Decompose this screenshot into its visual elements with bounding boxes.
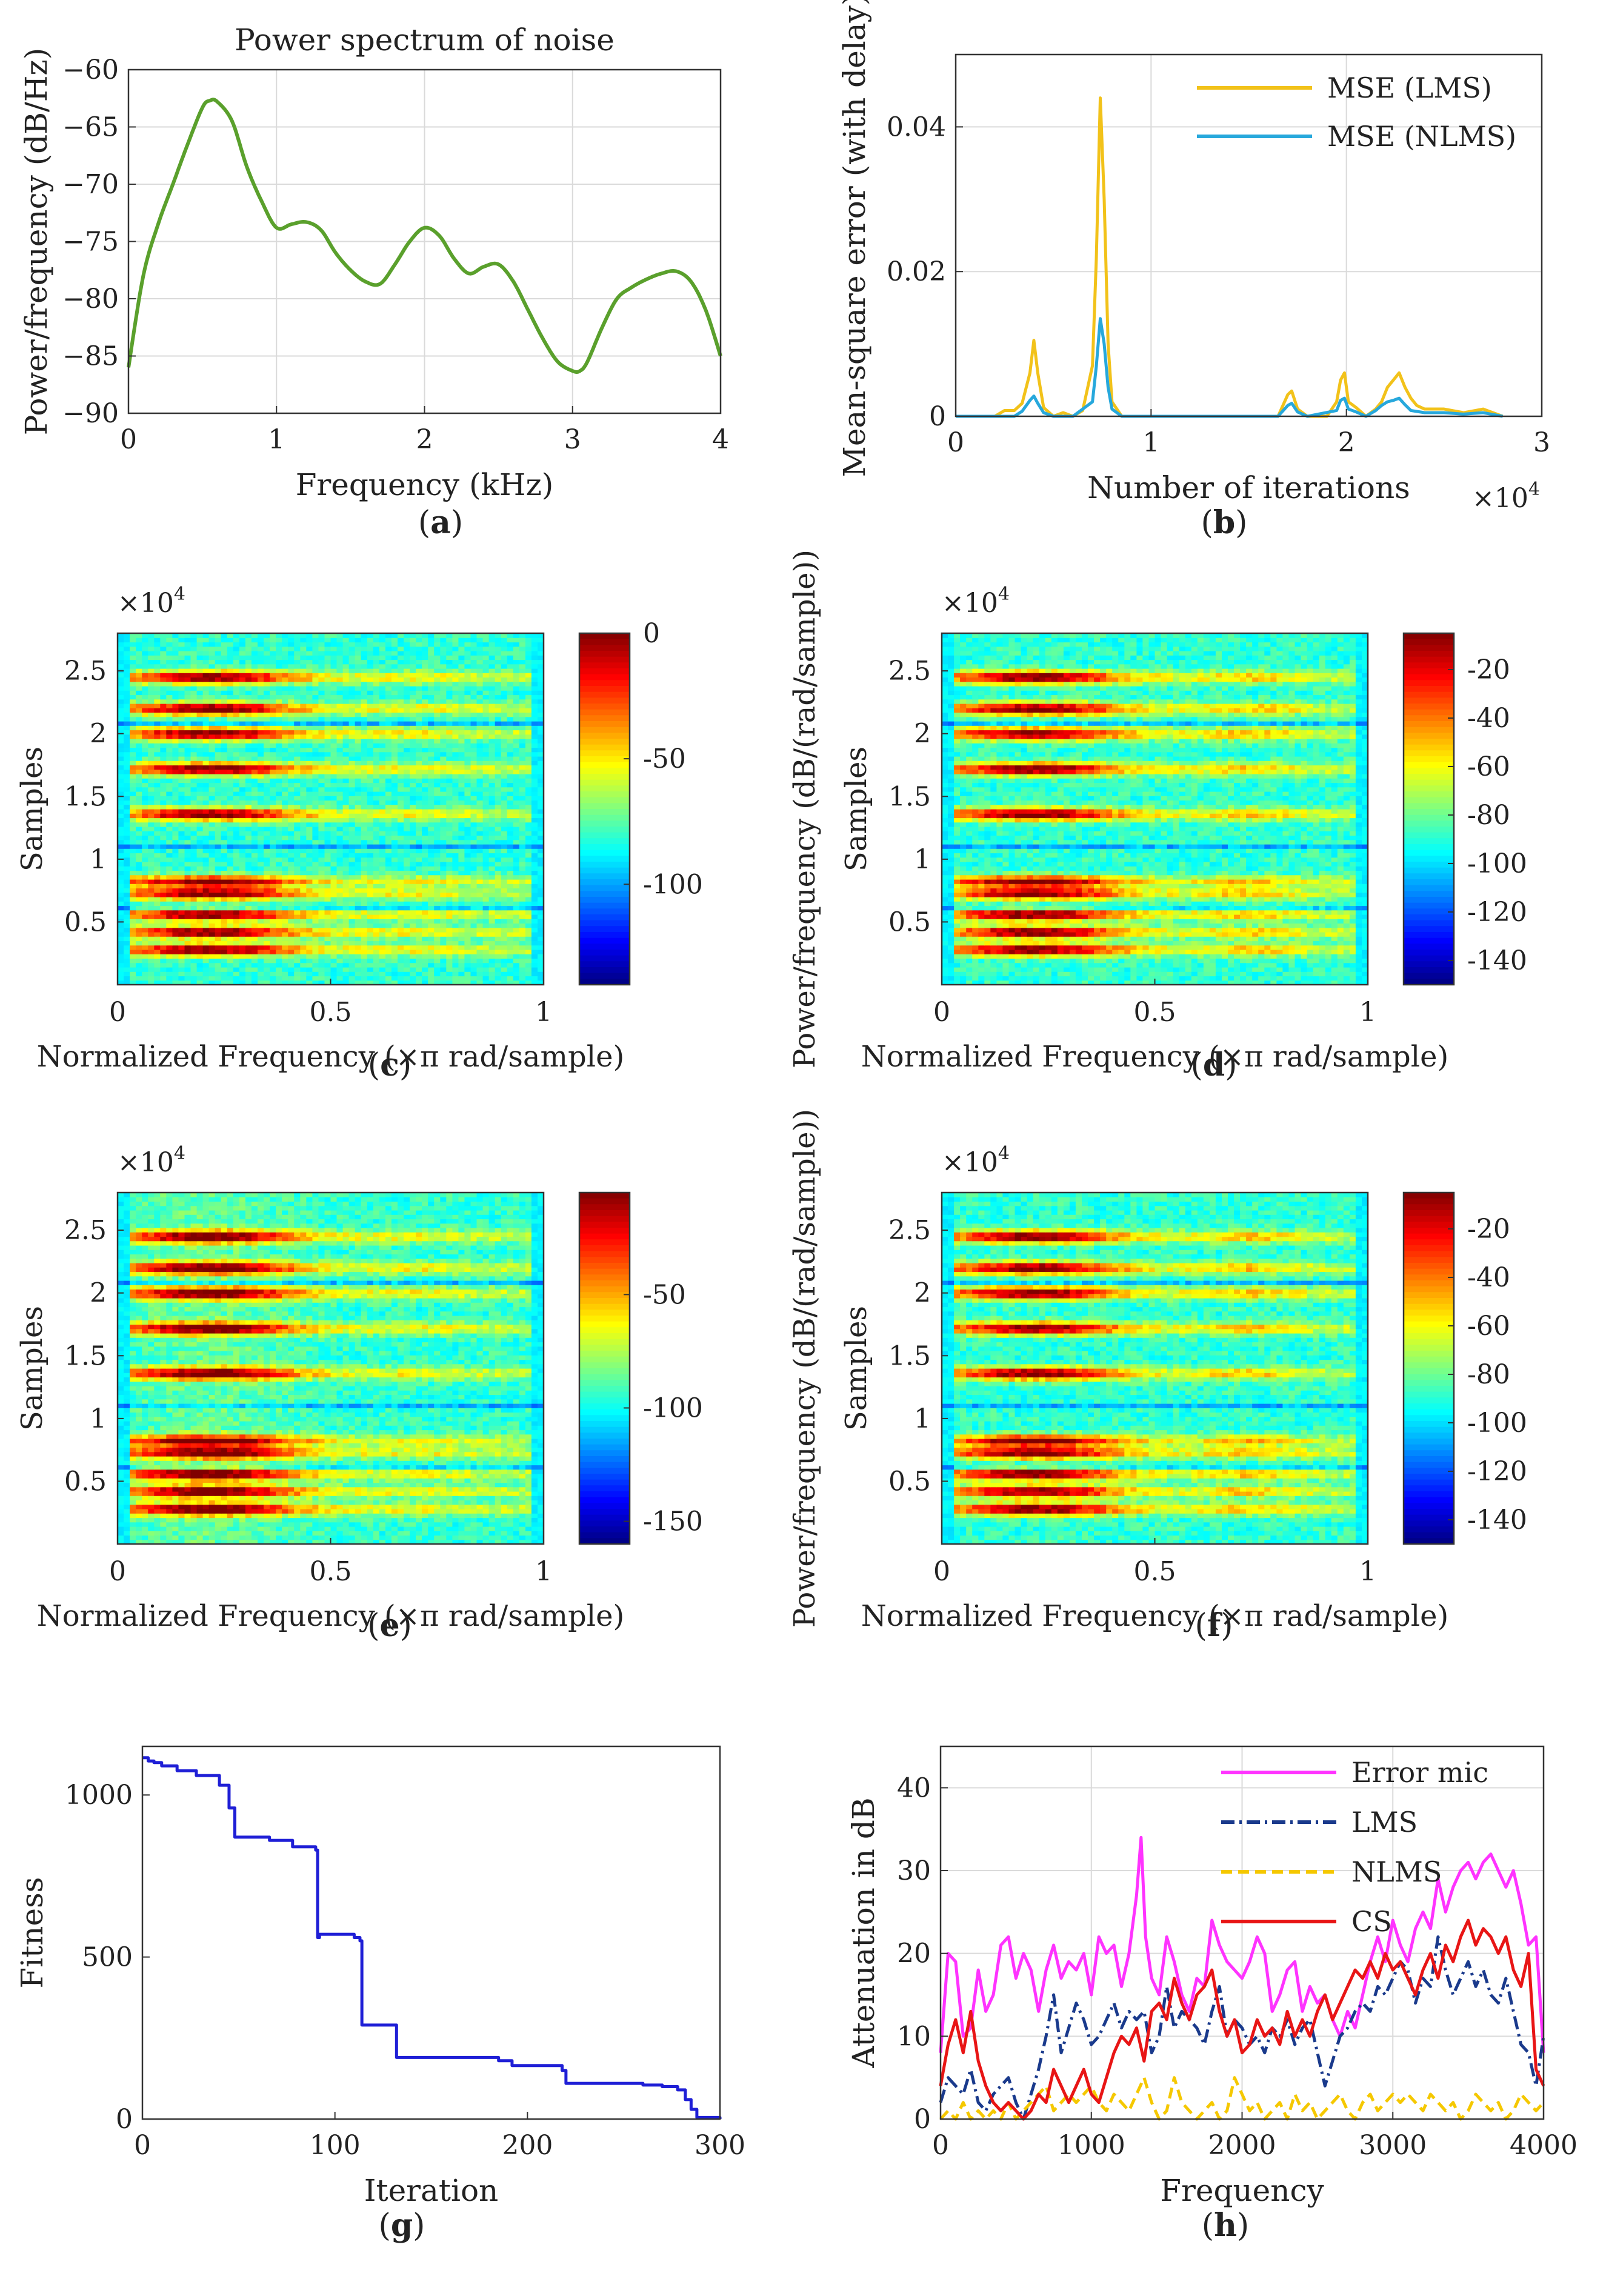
series-noise-psd <box>127 98 722 374</box>
y-axis-label: Mean-square error (with delay) <box>837 0 872 477</box>
x-tick-label: 1 <box>535 997 552 1028</box>
chart-title: Power spectrum of noise <box>235 22 615 58</box>
y-tick-label: 0.04 <box>887 111 946 142</box>
legend-label: Error mic <box>1351 1756 1488 1789</box>
x-tick-label: 0 <box>109 997 126 1028</box>
y-tick-label: −65 <box>62 112 119 143</box>
y-tick-label: 0 <box>929 401 946 432</box>
x-tick-label: 3 <box>564 424 581 455</box>
y-multiplier: ×104 <box>118 584 185 619</box>
legend-label: NLMS <box>1351 1855 1442 1888</box>
axes-frame <box>955 53 1543 418</box>
spectrogram-cells <box>118 633 544 985</box>
y-tick-label: 1 <box>90 844 107 875</box>
x-tick-label: 0 <box>120 424 137 455</box>
y-tick-label: 2 <box>90 719 107 750</box>
y-tick-label: 1.5 <box>64 781 107 812</box>
y-tick-label: −75 <box>62 227 119 258</box>
y-tick-label: 0.5 <box>64 907 107 937</box>
y-tick-label: 2.5 <box>64 656 107 687</box>
x-tick-label: 0 <box>947 427 964 458</box>
legend-label: LMS <box>1351 1806 1418 1838</box>
x-axis-label: Number of iterations <box>1087 470 1410 505</box>
x-axis-label: Frequency <box>1160 2173 1324 2208</box>
series-mse-lms- <box>956 96 1504 418</box>
legend-label: MSE (NLMS) <box>1327 120 1516 153</box>
y-tick-label: 0.02 <box>887 256 946 287</box>
y-tick-label: −70 <box>62 169 119 200</box>
y-tick-label: −90 <box>62 398 119 429</box>
x-multiplier: ×104 <box>1472 479 1540 514</box>
x-tick-label: 4000 <box>1510 2130 1578 2161</box>
x-tick-label: 2 <box>1338 427 1355 458</box>
legend-label: MSE (LMS) <box>1327 72 1492 104</box>
x-tick-label: 2000 <box>1208 2130 1276 2161</box>
y-tick-label: 0 <box>914 2104 931 2135</box>
x-tick-label: 1000 <box>1058 2130 1125 2161</box>
x-tick-label: 0 <box>932 2130 949 2161</box>
panel-caption: (a) <box>418 504 463 541</box>
x-tick-label: 3 <box>1533 427 1550 458</box>
y-tick-label: 20 <box>897 1938 931 1969</box>
x-axis-label: Frequency (kHz) <box>296 467 554 502</box>
y-axis-label: Attenuation in dB <box>846 1797 881 2068</box>
x-tick-label: 2 <box>416 424 433 455</box>
y-tick-label: −80 <box>62 284 119 314</box>
panel-caption: (h) <box>1202 2207 1249 2244</box>
y-tick-label: 30 <box>897 1855 931 1886</box>
x-tick-label: 3000 <box>1359 2130 1427 2161</box>
panel-caption: (b) <box>1201 504 1248 541</box>
legend-label: CS <box>1351 1905 1392 1938</box>
y-tick-label: −85 <box>62 341 119 372</box>
x-tick-label: 0.5 <box>310 997 352 1028</box>
y-tick-label: 10 <box>897 2021 931 2052</box>
y-tick-label: 40 <box>897 1772 931 1803</box>
x-tick-label: 1 <box>1142 427 1159 458</box>
y-tick-label: −60 <box>62 55 119 85</box>
y-axis-label: Power/frequency (dB/Hz) <box>19 48 54 436</box>
x-tick-label: 1 <box>268 424 285 455</box>
x-tick-label: 4 <box>712 424 729 455</box>
